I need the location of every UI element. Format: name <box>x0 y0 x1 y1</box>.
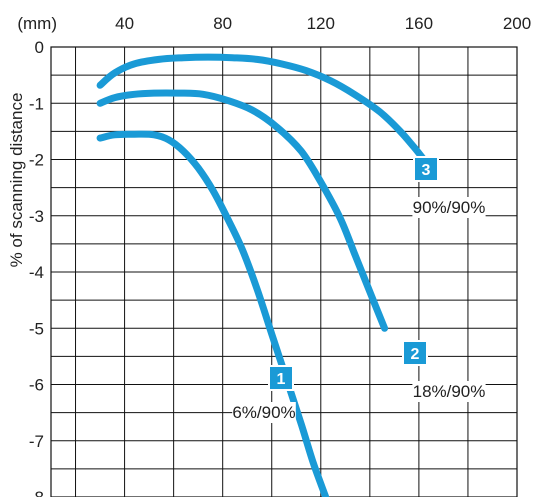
series-line-3 <box>96 53 428 163</box>
y-tick-label: -3 <box>29 207 44 226</box>
badge-box <box>270 367 292 389</box>
plot-frame <box>50 46 518 497</box>
y-tick-label: 0 <box>35 38 44 57</box>
badge-number: 3 <box>422 162 431 179</box>
y-tick-label: -8 <box>29 488 44 497</box>
x-tick-label: 40 <box>115 14 134 33</box>
x-tick-label: 80 <box>213 14 232 33</box>
y-tick-label: -2 <box>29 151 44 170</box>
badge-number: 2 <box>411 346 420 363</box>
x-tick-label: 160 <box>405 14 433 33</box>
chart-annotations: 1 6%/90% 2 18%/90% 3 90%/90% <box>232 156 486 423</box>
y-tick-label: -1 <box>29 94 44 113</box>
x-unit-label: (mm) <box>17 14 57 33</box>
y-tick-label: -4 <box>29 263 44 282</box>
annotation-2: 2 18%/90% <box>402 340 486 402</box>
y-tick-label: -5 <box>29 319 44 338</box>
annotation-1: 1 6%/90% <box>232 365 296 423</box>
x-tick-label: 200 <box>503 14 531 33</box>
label-halo <box>412 381 486 402</box>
series-label: 90%/90% <box>413 198 486 217</box>
badge-box <box>404 342 426 364</box>
badge-box <box>415 158 437 180</box>
x-tick-label: 120 <box>307 14 335 33</box>
label-halo <box>232 402 296 423</box>
series-line-2 <box>96 89 389 332</box>
label-halo <box>412 197 486 218</box>
chart-grid <box>50 46 518 497</box>
series-line-1 <box>96 130 330 497</box>
series-label: 6%/90% <box>232 403 295 422</box>
y-axis-label: % of scanning distance <box>7 93 26 268</box>
series-label: 18%/90% <box>413 382 486 401</box>
y-tick-label: -6 <box>29 376 44 395</box>
badge-number: 1 <box>277 371 286 388</box>
chart-lines <box>96 53 428 497</box>
annotation-3: 3 90%/90% <box>412 156 486 218</box>
y-tick-label: -7 <box>29 432 44 451</box>
chart-ticks: 40 80 120 160 200 0 -1 -2 -3 -4 -5 -6 -7 -8 <box>29 14 531 497</box>
